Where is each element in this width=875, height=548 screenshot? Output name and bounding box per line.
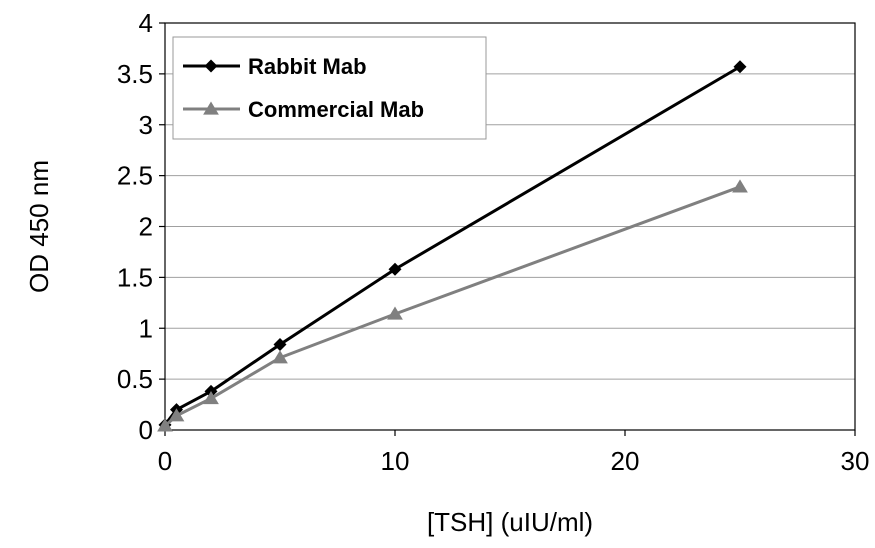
x-tick-label: 30 — [841, 446, 870, 476]
legend-triangle-marker — [203, 101, 219, 115]
y-tick-label: 2 — [139, 212, 153, 242]
data-point-diamond — [733, 60, 747, 74]
legend-label: Commercial Mab — [248, 97, 424, 122]
y-tick-label: 1.5 — [117, 262, 153, 292]
data-point-diamond — [273, 338, 287, 352]
x-tick-label: 10 — [381, 446, 410, 476]
y-axis-ticks: 0 0.5 1 1.5 2 2.5 3 3.5 4 — [117, 8, 165, 445]
legend-label: Rabbit Mab — [248, 54, 367, 79]
y-tick-label: 3.5 — [117, 59, 153, 89]
series-layer — [157, 60, 748, 432]
y-tick-label: 4 — [139, 8, 153, 38]
legend: Rabbit Mab Commercial Mab — [172, 36, 487, 140]
y-tick-label: 0 — [139, 415, 153, 445]
data-point-triangle — [157, 418, 173, 432]
x-tick-label: 0 — [158, 446, 172, 476]
y-tick-label: 3 — [139, 110, 153, 140]
legend-box — [172, 36, 487, 140]
series-commercial-mab — [157, 179, 748, 432]
x-axis-ticks: 0 10 20 30 — [158, 430, 870, 476]
y-tick-label: 2.5 — [117, 161, 153, 191]
gridlines — [165, 73, 855, 380]
data-point-triangle — [272, 350, 288, 364]
x-tick-label: 20 — [611, 446, 640, 476]
y-tick-label: 1 — [139, 313, 153, 343]
y-tick-label: 0.5 — [117, 364, 153, 394]
data-point-triangle — [732, 179, 748, 193]
y-axis-title: OD 450 nm — [24, 160, 54, 293]
legend-diamond-marker — [204, 59, 218, 73]
data-point-triangle — [387, 306, 403, 320]
data-point-diamond — [388, 262, 402, 276]
legend-entry-commercial-mab: Commercial Mab — [183, 97, 424, 122]
data-point-triangle — [168, 408, 185, 422]
legend-entry-rabbit-mab: Rabbit Mab — [183, 54, 367, 79]
data-point-triangle — [203, 390, 219, 405]
x-axis-title: [TSH] (uIU/ml) — [427, 507, 593, 537]
